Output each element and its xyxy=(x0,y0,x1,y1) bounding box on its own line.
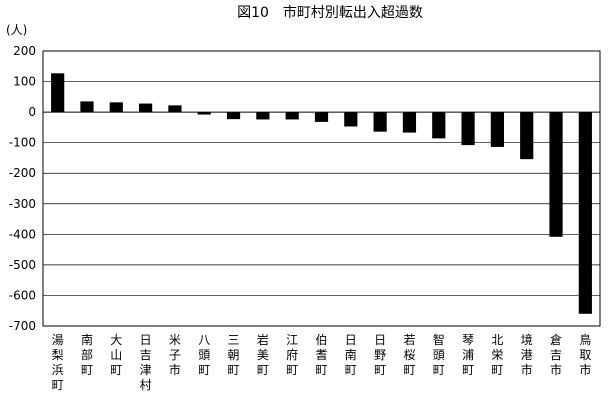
y-tick-label: -600 xyxy=(9,288,36,302)
y-tick-label: 0 xyxy=(28,105,36,119)
bar xyxy=(80,101,94,113)
y-axis-unit-label: (人) xyxy=(6,23,27,37)
bar xyxy=(461,112,475,146)
x-tick-label: 三朝町 xyxy=(228,333,240,377)
x-tick-label: 日吉津村 xyxy=(140,333,152,392)
x-tick-label: 琴浦町 xyxy=(462,333,474,377)
bar xyxy=(285,112,299,120)
y-tick-label: -700 xyxy=(9,319,36,333)
y-tick-label: -500 xyxy=(9,258,36,272)
y-tick-label: -300 xyxy=(9,197,36,211)
y-axis-ticks: 200 100 0 -100 -200 -300 -400 -500 -600 -700 xyxy=(9,44,36,333)
bar xyxy=(139,103,153,113)
x-tick-label: 若桜町 xyxy=(403,333,415,377)
chart-title: 図10 市町村別転出入超過数 xyxy=(237,4,423,21)
bar xyxy=(373,112,387,132)
x-tick-label: 南部町 xyxy=(81,332,93,377)
x-tick-label: 伯耆町 xyxy=(315,332,327,377)
bars xyxy=(51,73,592,314)
x-tick-label: 米子市 xyxy=(169,333,181,377)
bar xyxy=(520,112,534,160)
plot-area-frame xyxy=(42,50,601,327)
bar xyxy=(490,112,504,147)
bar xyxy=(226,112,241,120)
bar xyxy=(432,112,446,139)
x-tick-label: 北栄町 xyxy=(491,333,503,377)
x-tick-label: 境港市 xyxy=(521,332,533,377)
bar xyxy=(51,73,65,113)
bar xyxy=(109,102,123,113)
bar xyxy=(256,112,270,120)
y-tick-label: -200 xyxy=(9,166,36,180)
bar xyxy=(168,105,182,113)
bar xyxy=(344,112,358,127)
x-tick-label: 岩美町 xyxy=(257,332,269,377)
bar xyxy=(314,112,329,122)
y-tick-label: -400 xyxy=(9,227,36,241)
y-tick-label: -100 xyxy=(9,136,36,150)
y-tick-label: 100 xyxy=(13,75,36,89)
x-tick-label: 倉吉市 xyxy=(550,332,562,377)
y-tick-label: 200 xyxy=(13,44,36,58)
bar xyxy=(402,112,417,133)
x-tick-label: 大山町 xyxy=(110,333,122,377)
bar xyxy=(549,112,563,237)
x-tick-label: 日南町 xyxy=(345,333,357,377)
x-tick-label: 鳥取市 xyxy=(579,332,591,377)
x-tick-label: 湯梨浜町 xyxy=(52,333,64,392)
gridlines xyxy=(43,81,600,296)
x-tick-label: 江府町 xyxy=(286,333,298,377)
x-axis-labels: 湯梨浜町 南部町 大山町 日吉津村 米子市 八頭町 三朝町 岩美町 江府町 伯耆町 日南町 日野町 若桜… xyxy=(52,332,592,392)
x-tick-label: 八頭町 xyxy=(198,333,210,377)
bar xyxy=(578,112,592,314)
x-tick-label: 智頭町 xyxy=(433,332,445,377)
x-tick-label: 日野町 xyxy=(374,333,386,377)
bar xyxy=(197,112,211,115)
